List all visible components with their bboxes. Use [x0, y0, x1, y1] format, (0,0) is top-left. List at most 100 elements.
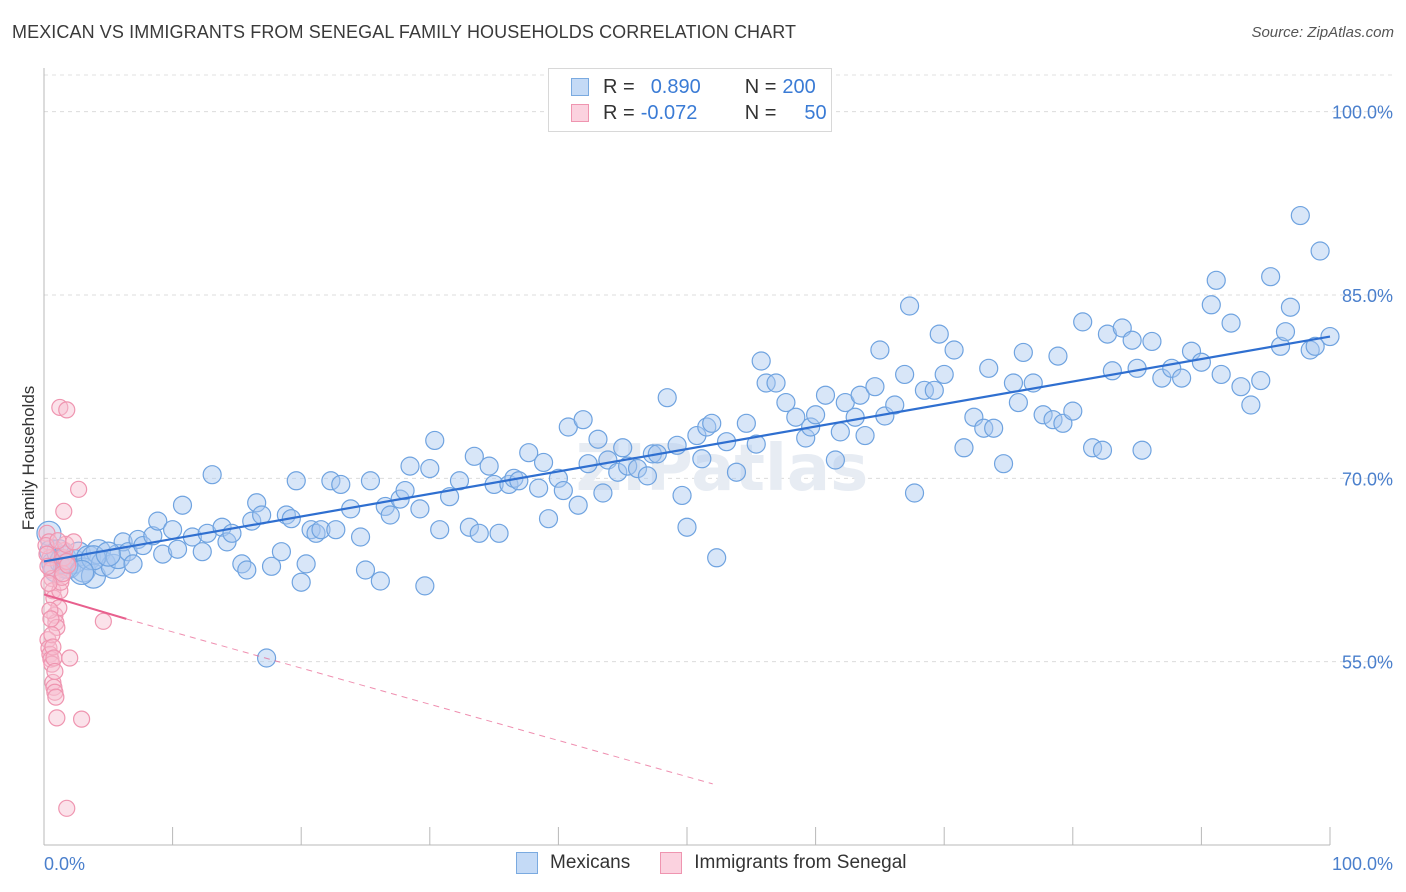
data-point-mexicans — [914, 380, 935, 400]
data-point-mexicans — [1221, 313, 1241, 333]
data-point-mexicans — [934, 364, 954, 385]
data-point-senegal — [43, 626, 61, 644]
legend-swatch-mexicans — [516, 852, 538, 874]
data-point-mexicans — [464, 446, 484, 466]
data-point-mexicans — [588, 429, 608, 449]
data-point-mexicans — [286, 471, 306, 491]
data-point-mexicans — [1152, 368, 1172, 388]
data-point-mexicans — [430, 520, 450, 540]
data-point-mexicans — [974, 418, 994, 438]
data-point-mexicans — [1172, 368, 1192, 388]
data-point-mexicans — [1073, 312, 1093, 332]
data-point-mexicans — [1191, 352, 1212, 372]
data-point-mexicans — [1231, 377, 1251, 397]
data-point-mexicans — [870, 340, 890, 360]
data-point-mexicans — [538, 509, 559, 529]
data-point-mexicans — [805, 405, 826, 425]
data-point-mexicans — [825, 450, 845, 470]
data-point-mexicans — [172, 495, 193, 515]
data-point-mexicans — [1211, 364, 1231, 385]
data-point-mexicans — [321, 471, 341, 491]
data-point-mexicans — [756, 373, 776, 393]
data-point-mexicans — [1122, 330, 1142, 350]
n-value: 50 — [804, 101, 827, 124]
data-point-senegal — [46, 662, 64, 681]
data-point-mexicans — [984, 418, 1004, 438]
data-point-mexicans — [885, 395, 905, 415]
data-point-mexicans — [746, 434, 766, 454]
data-point-mexicans — [1275, 322, 1296, 342]
legend-row-mexicans: R = 0.890 N = 200 — [571, 75, 816, 99]
data-point-senegal — [59, 556, 77, 574]
n-value: 200 — [782, 75, 816, 98]
data-point-mexicans — [1048, 346, 1068, 366]
data-point-mexicans — [247, 493, 267, 513]
series-legend: Mexicans Immigrants from Senegal — [516, 852, 937, 874]
data-point-mexicans — [1003, 373, 1024, 393]
data-point-mexicans — [167, 539, 188, 559]
data-point-mexicans — [1261, 267, 1281, 287]
data-point-senegal — [70, 480, 88, 498]
data-point-senegal — [40, 574, 58, 593]
data-point-mexicans — [331, 474, 351, 495]
data-point-senegal — [49, 532, 67, 550]
data-point-mexicans — [326, 520, 346, 540]
data-point-mexicans — [944, 340, 964, 360]
data-point-senegal — [51, 398, 69, 417]
r-label: R = — [603, 75, 635, 98]
data-point-mexicans — [904, 483, 925, 503]
data-point-mexicans — [1206, 270, 1226, 290]
data-point-mexicans — [1033, 405, 1053, 425]
data-point-senegal — [58, 401, 76, 419]
data-point-mexicans — [311, 520, 331, 540]
data-point-mexicans — [425, 430, 445, 451]
data-point-senegal — [47, 688, 65, 706]
data-point-mexicans — [692, 449, 712, 469]
data-point-mexicans — [929, 324, 949, 344]
data-point-mexicans — [865, 377, 885, 397]
trendline-senegal — [43, 593, 127, 620]
data-point-mexicans — [850, 385, 870, 405]
y-axis-label: Family Households — [19, 386, 38, 531]
legend-item-mexicans: Mexicans — [516, 852, 630, 874]
data-point-mexicans — [395, 480, 415, 501]
data-point-mexicans — [855, 425, 875, 446]
data-point-mexicans — [1043, 410, 1063, 430]
data-point-mexicans — [736, 413, 756, 433]
x-tick-label: 0.0% — [44, 854, 85, 874]
data-point-mexicans — [163, 520, 183, 540]
y-tick-label: 85.0% — [1342, 286, 1393, 306]
data-point-mexicans — [1142, 331, 1162, 352]
y-tick-label: 55.0% — [1342, 653, 1393, 673]
legend-swatch-senegal — [571, 104, 589, 122]
data-point-mexicans — [153, 544, 173, 564]
data-point-mexicans — [895, 364, 915, 385]
data-point-mexicans — [613, 438, 633, 458]
legend-swatch-mexicans — [571, 78, 589, 96]
y-tick-label: 70.0% — [1342, 469, 1393, 489]
r-label: R = — [603, 101, 635, 124]
data-point-mexicans — [776, 392, 796, 413]
data-point-mexicans — [548, 468, 569, 488]
data-point-mexicans — [702, 413, 722, 433]
data-point-mexicans — [350, 527, 371, 547]
data-point-senegal — [48, 709, 66, 727]
data-point-senegal — [42, 610, 60, 628]
data-point-mexicans — [261, 556, 282, 576]
r-value: 0.890 — [650, 75, 701, 98]
r-value: -0.072 — [640, 101, 698, 124]
data-point-mexicans — [568, 495, 588, 515]
data-point-mexicans — [469, 523, 489, 543]
data-point-mexicans — [578, 454, 598, 474]
n-label: N = — [744, 75, 777, 98]
data-point-mexicans — [148, 511, 168, 531]
watermark: ZIPatlas — [576, 432, 868, 506]
data-point-mexicans — [1280, 297, 1301, 317]
legend-swatch-senegal — [660, 852, 683, 874]
data-point-senegal — [65, 533, 83, 551]
legend-row-senegal: R = -0.072 N = 50 — [571, 101, 827, 125]
data-point-mexicans — [509, 471, 529, 491]
data-point-mexicans — [1241, 395, 1261, 415]
data-point-mexicans — [370, 571, 390, 591]
